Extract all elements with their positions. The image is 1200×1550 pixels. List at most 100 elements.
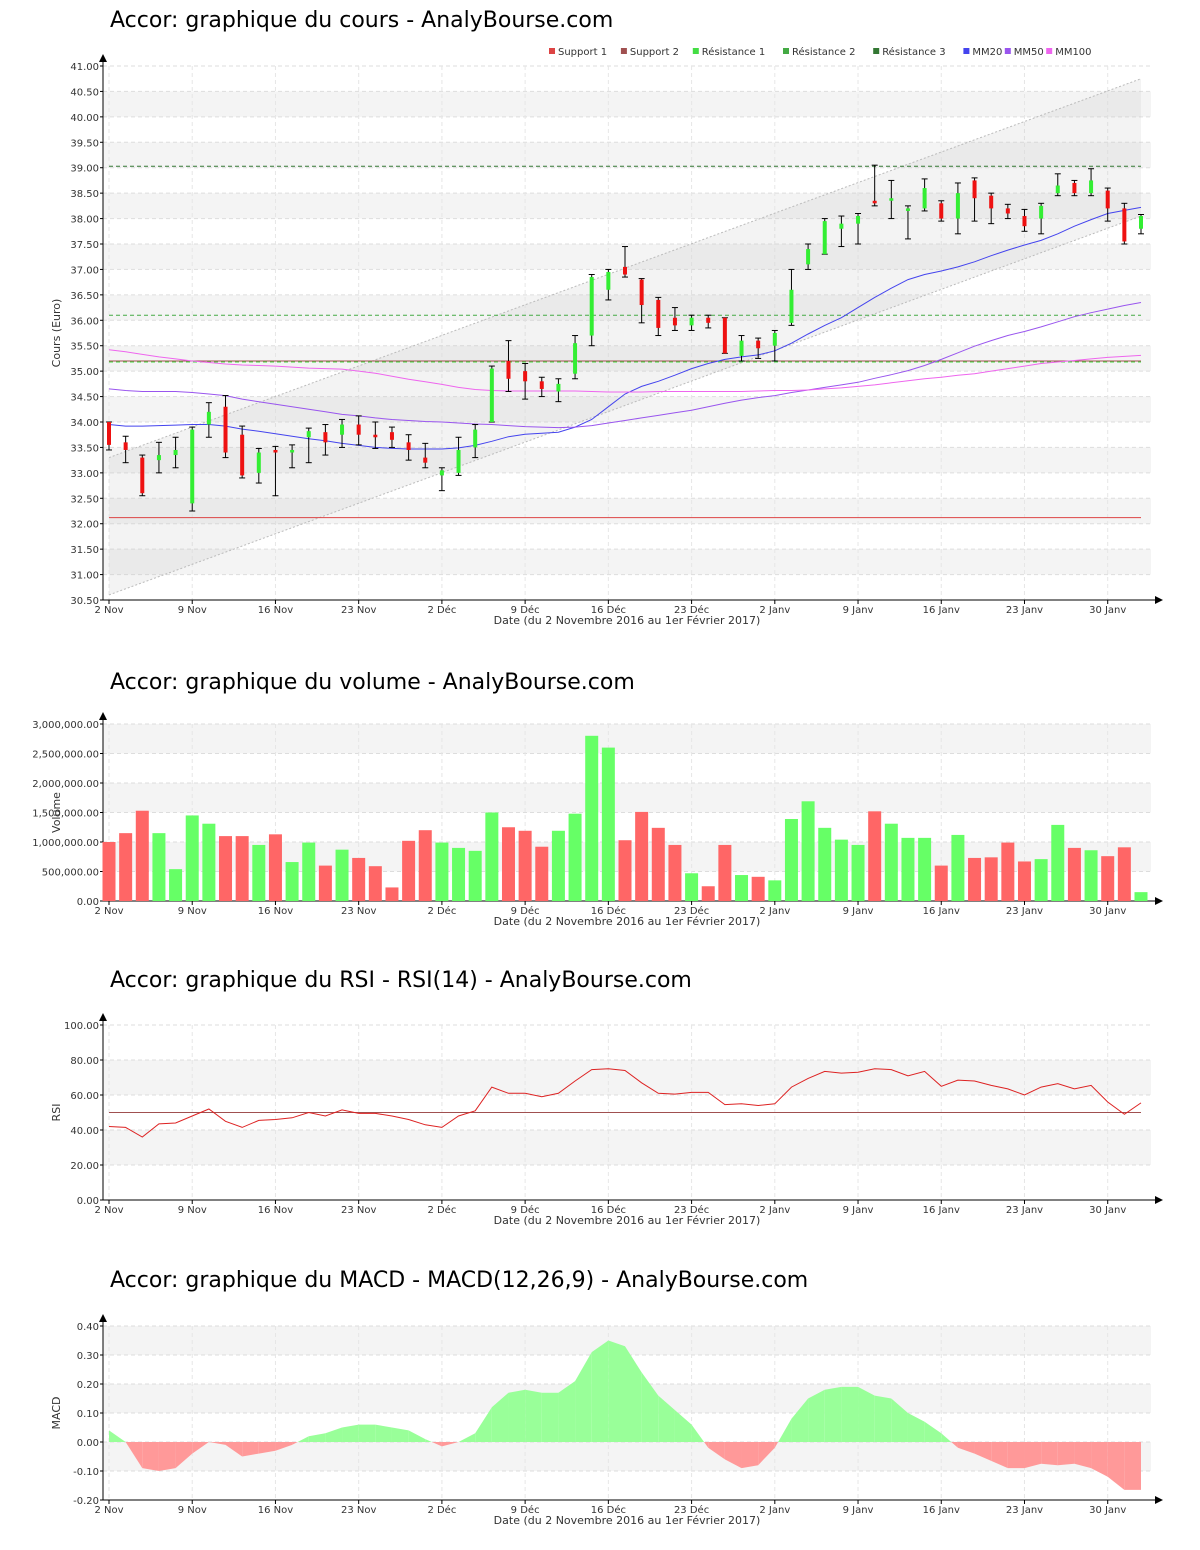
candle-body [989, 195, 994, 209]
rsi-ytick-label: 0.00 [77, 1196, 99, 1207]
volume-bar [368, 866, 382, 901]
macd-area-segment [1007, 1442, 1025, 1469]
volume-bar [784, 818, 798, 901]
macd-area-segment [375, 1424, 392, 1442]
rsi-band [103, 1060, 1151, 1095]
macd-ytick-label: -0.10 [73, 1467, 99, 1478]
candle-body [273, 449, 278, 453]
volume-bar [485, 812, 499, 901]
macd-area-segment [491, 1392, 509, 1442]
macd-area-segment [458, 1433, 476, 1442]
candle-body [756, 340, 761, 349]
candle-body [356, 424, 361, 435]
macd-area-segment [109, 1430, 126, 1442]
candle-body [689, 317, 694, 326]
price-xtick-label: 30 Janv [1089, 605, 1126, 616]
macd-area-segment [225, 1442, 243, 1457]
volume-bar [685, 873, 699, 901]
candle-body [905, 208, 910, 211]
macd-area-segment [608, 1340, 625, 1442]
volume-ytick-label: 500,000.00 [42, 868, 99, 879]
volume-bar [352, 857, 366, 901]
price-ytick-label: 40.50 [70, 87, 99, 98]
candle-body [1072, 182, 1077, 194]
rsi-x-axis-title: Date (du 2 Novembre 2016 au 1er Février … [494, 1214, 761, 1227]
candle-body [589, 277, 594, 336]
rsi-xtick-label: 16 Nov [258, 1205, 294, 1216]
price-xtick-label: 16 Janv [923, 605, 960, 616]
rsi-xtick-label: 16 Déc [591, 1204, 626, 1216]
volume-xtick-label: 16 Déc [591, 905, 626, 917]
volume-bar [185, 815, 199, 901]
macd-xtick-label: 16 Nov [258, 1505, 294, 1516]
rsi-y-axis-arrow [99, 1013, 107, 1021]
candle-body [739, 340, 744, 356]
candle-body [1005, 208, 1010, 214]
legend-label-r-sistance-3: Résistance 3 [882, 46, 945, 58]
macd-area-segment [558, 1381, 576, 1442]
legend-swatch-mm50 [1004, 48, 1011, 54]
volume-bar [1034, 859, 1048, 901]
volume-bar [252, 844, 266, 901]
candle-body [1122, 208, 1127, 242]
macd-xtick-label: 9 Déc [511, 1504, 540, 1516]
macd-area-segment [874, 1395, 892, 1442]
macd-xtick-label: 2 Déc [427, 1504, 456, 1516]
macd-area-segment [358, 1424, 376, 1442]
macd-area-segment [308, 1433, 326, 1442]
volume-bar [618, 840, 632, 901]
candle-body [489, 368, 494, 422]
macd-xtick-label: 9 Janv [843, 1505, 874, 1516]
candle-body [340, 424, 345, 435]
candle-body [539, 381, 544, 389]
volume-bar [102, 842, 116, 901]
macd-area-segment [891, 1398, 908, 1442]
macd-xtick-label: 16 Janv [923, 1505, 960, 1516]
rsi-xtick-label: 9 Déc [511, 1204, 540, 1216]
macd-xtick-label: 23 Nov [341, 1505, 377, 1516]
volume-bar [402, 840, 416, 901]
macd-area-segment [924, 1421, 942, 1442]
legend-swatch-support-2 [620, 48, 627, 54]
macd-area-segment [342, 1424, 359, 1442]
volume-xtick-label: 23 Nov [341, 906, 377, 917]
macd-xtick-label: 2 Janv [759, 1505, 790, 1516]
rsi-xtick-label: 2 Déc [427, 1204, 456, 1216]
volume-xtick-label: 30 Janv [1089, 906, 1126, 917]
macd-area-segment [957, 1442, 975, 1454]
price-chart: 2 Nov 9 Nov 16 Nov 23 Nov 2 Déc 9 Déc 16 Déc 23… [50, 46, 1163, 627]
volume-bar [452, 847, 466, 901]
price-y-axis-arrow [99, 54, 107, 62]
candle-body [955, 193, 960, 219]
price-chart-title: Accor: graphique du cours - AnalyBourse.… [110, 8, 614, 33]
candle-body [623, 266, 627, 275]
price-x-axis-title: Date (du 2 Novembre 2016 au 1er Février … [494, 614, 761, 627]
candle-body [206, 411, 211, 425]
volume-bar [501, 827, 515, 901]
macd-area-segment [907, 1413, 925, 1442]
price-ytick-label: 41.00 [70, 62, 99, 73]
volume-band [103, 783, 1151, 813]
macd-area-segment [704, 1442, 709, 1448]
volume-bar [152, 833, 166, 901]
macd-area-segment [778, 1418, 792, 1442]
volume-bar [651, 827, 665, 901]
macd-area-segment [724, 1442, 742, 1469]
rsi-ytick-label: 20.00 [70, 1161, 99, 1172]
price-xtick-label: 9 Déc [511, 604, 540, 616]
volume-xtick-label: 9 Janv [843, 906, 874, 917]
macd-xtick-label: 2 Nov [94, 1505, 123, 1516]
rsi-line [108, 1068, 1142, 1138]
rsi-chart: 2 Nov 9 Nov 16 Nov 23 Nov 2 Déc 9 Déc 16 Déc 23… [50, 1013, 1163, 1227]
volume-bar [1017, 861, 1031, 901]
volume-xtick-label: 9 Nov [178, 906, 207, 917]
volume-bar [1101, 856, 1115, 901]
candle-body [822, 221, 827, 255]
price-band [103, 345, 1151, 372]
legend-label-r-sistance-1: Résistance 1 [702, 46, 765, 58]
macd-area-segment [1124, 1442, 1141, 1490]
volume-bar [268, 834, 282, 901]
candle-body [672, 317, 677, 326]
price-band [103, 498, 1151, 524]
volume-bar [768, 880, 782, 901]
